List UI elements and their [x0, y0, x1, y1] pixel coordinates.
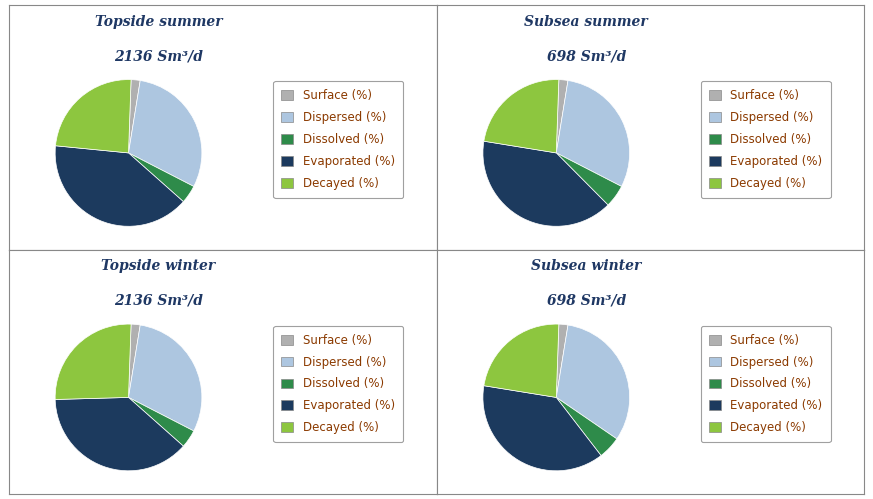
Text: Topside winter: Topside winter — [101, 259, 216, 273]
Legend: Surface (%), Dispersed (%), Dissolved (%), Evaporated (%), Decayed (%): Surface (%), Dispersed (%), Dissolved (%… — [701, 81, 831, 198]
Text: Subsea winter: Subsea winter — [531, 259, 642, 273]
Text: Topside summer: Topside summer — [94, 15, 223, 29]
Legend: Surface (%), Dispersed (%), Dissolved (%), Evaporated (%), Decayed (%): Surface (%), Dispersed (%), Dissolved (%… — [701, 325, 831, 443]
Text: 698 Sm³/d: 698 Sm³/d — [546, 49, 626, 63]
Legend: Surface (%), Dispersed (%), Dissolved (%), Evaporated (%), Decayed (%): Surface (%), Dispersed (%), Dissolved (%… — [273, 325, 403, 443]
Text: Subsea summer: Subsea summer — [525, 15, 648, 29]
Text: 2136 Sm³/d: 2136 Sm³/d — [114, 293, 203, 307]
Text: 2136 Sm³/d: 2136 Sm³/d — [114, 49, 203, 63]
Text: 698 Sm³/d: 698 Sm³/d — [546, 293, 626, 307]
Legend: Surface (%), Dispersed (%), Dissolved (%), Evaporated (%), Decayed (%): Surface (%), Dispersed (%), Dissolved (%… — [273, 81, 403, 198]
